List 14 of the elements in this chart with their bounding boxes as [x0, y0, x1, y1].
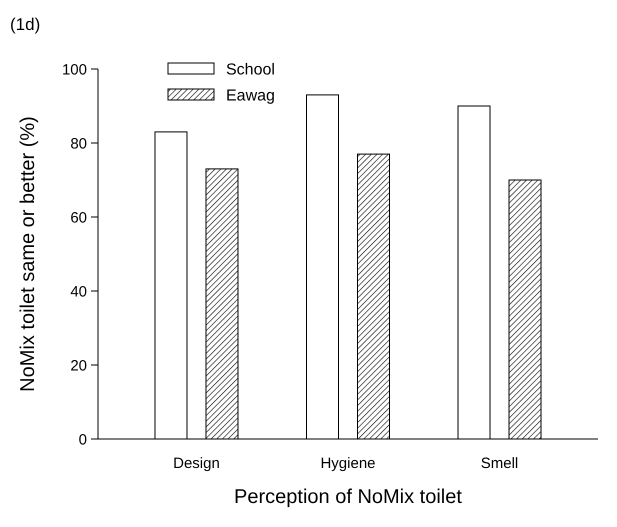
- legend-label: School: [226, 62, 275, 79]
- x-tick-label: Hygiene: [320, 455, 376, 472]
- x-tick-label: Smell: [480, 455, 518, 472]
- y-tick-label: 60: [70, 209, 87, 226]
- y-tick-label: 20: [70, 357, 87, 374]
- y-axis-title: NoMix toilet same or better (%): [17, 116, 39, 392]
- chart-title: (1d): [10, 15, 40, 34]
- y-tick-label: 40: [70, 283, 87, 300]
- y-tick-label: 100: [62, 61, 87, 78]
- x-tick-label: Design: [173, 455, 220, 472]
- legend-label: Eawag: [226, 88, 275, 105]
- x-axis-title: Perception of NoMix toilet: [234, 486, 462, 508]
- y-tick-label: 0: [78, 431, 87, 448]
- y-tick-label: 80: [70, 135, 87, 152]
